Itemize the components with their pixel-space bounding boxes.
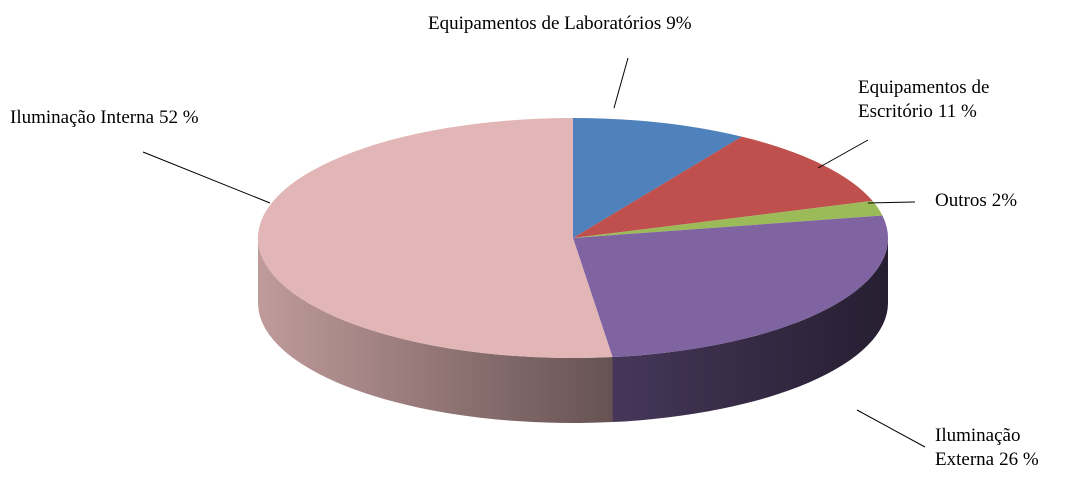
slice-label: Iluminação Interna 52 % (10, 106, 310, 130)
category-label: Outros (935, 190, 987, 211)
pie-side (612, 238, 888, 423)
category-label: Iluminação Interna (10, 107, 155, 128)
category-label: Iluminação Externa (935, 425, 1021, 470)
pie-slice (573, 118, 742, 238)
value-label: 9% (666, 13, 692, 34)
pie-side (258, 238, 613, 423)
value-label: 2% (991, 190, 1018, 211)
pie-slice (573, 136, 873, 238)
category-label: Equipamentos de Laboratórios (428, 13, 662, 34)
category-label: Equipamentos de Escritório (858, 77, 990, 122)
slice-label: Iluminação Externa 26 % (935, 424, 1075, 472)
value-label: 11 % (937, 101, 977, 122)
leader-line (142, 151, 271, 204)
slice-label: Outros 2% (935, 189, 1075, 213)
value-label: 52 % (159, 107, 199, 128)
pie-slice (573, 215, 888, 358)
value-label: 26 % (999, 449, 1039, 470)
slice-label: Equipamentos de Laboratórios 9% (428, 12, 828, 36)
pie-slice (573, 200, 883, 238)
leader-line (817, 139, 869, 169)
slice-label: Equipamentos de Escritório 11 % (858, 76, 1008, 124)
leader-line (613, 57, 629, 109)
leader-line (856, 409, 926, 448)
pie-slice (257, 117, 613, 358)
leader-line (867, 201, 916, 204)
